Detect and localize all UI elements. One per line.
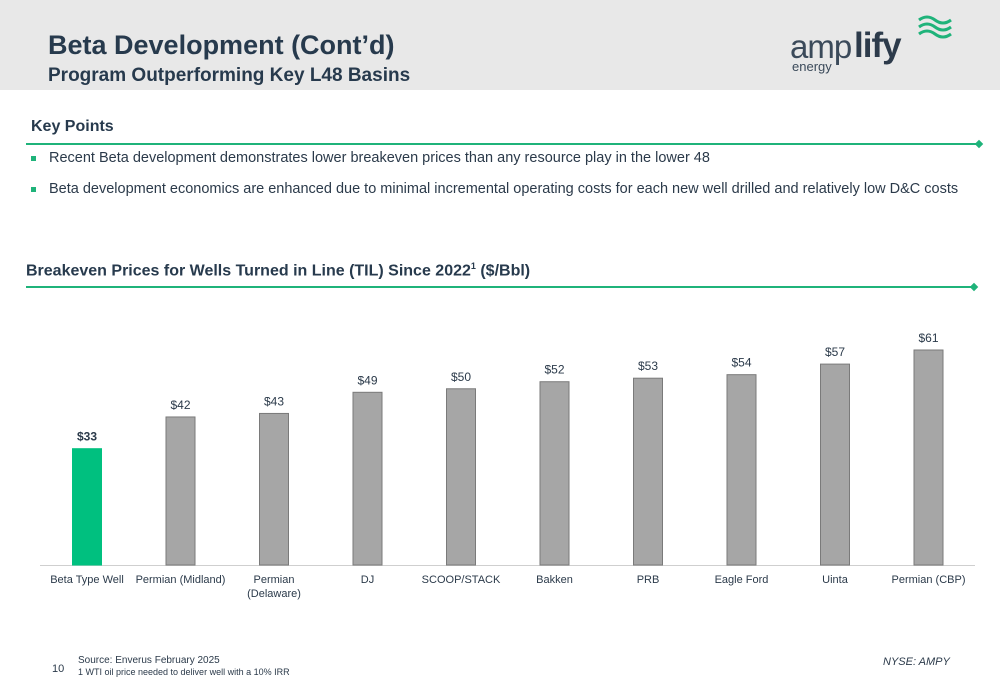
data-label: $43 xyxy=(264,394,284,408)
source-note: Source: Enverus February 2025 xyxy=(78,655,220,666)
bar xyxy=(820,363,850,566)
bar xyxy=(913,349,944,566)
chart-heading-footnote-mark: 1 xyxy=(470,261,476,271)
category-label: Permian (CBP) xyxy=(892,574,966,586)
bar xyxy=(726,374,757,566)
chart-heading-units: ($/Bbl) xyxy=(475,262,531,280)
data-label: $57 xyxy=(825,345,845,359)
header-band: Beta Development (Cont’d) Program Outper… xyxy=(0,0,1000,90)
bullet-text: Recent Beta development demonstrates low… xyxy=(49,150,710,166)
category-label: PRB xyxy=(637,574,660,586)
ticker-label: NYSE: AMPY xyxy=(883,656,950,668)
logo-text-am: amp xyxy=(790,28,852,65)
category-label: Bakken xyxy=(536,574,573,586)
page-subtitle: Program Outperforming Key L48 Basins xyxy=(48,65,411,86)
footnote: 1 WTI oil price needed to deliver well w… xyxy=(78,667,290,677)
chart-heading: Breakeven Prices for Wells Turned in Lin… xyxy=(26,261,530,280)
bar xyxy=(165,416,196,566)
logo-text-lify: lify xyxy=(854,26,902,65)
bar xyxy=(633,377,663,566)
data-label: $54 xyxy=(731,356,751,370)
bullet-text: Beta development economics are enhanced … xyxy=(49,181,959,197)
chart-heading-text: Breakeven Prices for Wells Turned in Lin… xyxy=(26,262,471,280)
data-label: $61 xyxy=(918,331,938,345)
list-item: Beta development economics are enhanced … xyxy=(31,181,976,198)
data-label: $49 xyxy=(357,373,377,387)
key-points-list: Recent Beta development demonstrates low… xyxy=(31,150,976,212)
category-label: Eagle Ford xyxy=(715,574,769,586)
bullet-marker xyxy=(31,156,36,161)
category-label: DJ xyxy=(361,574,374,586)
category-label: Permian (Delaware) xyxy=(247,574,301,600)
list-item: Recent Beta development demonstrates low… xyxy=(31,150,976,167)
data-label: $42 xyxy=(170,398,190,412)
logo-text-energy: energy xyxy=(792,59,832,74)
bar xyxy=(352,391,383,566)
bullet-marker xyxy=(31,187,36,192)
bar xyxy=(446,388,476,566)
page-title: Beta Development (Cont’d) xyxy=(48,30,395,60)
key-points-heading: Key Points xyxy=(31,118,114,135)
chart-divider xyxy=(26,286,974,288)
key-points-divider-end xyxy=(974,139,984,149)
key-points-divider xyxy=(26,143,979,145)
data-label: $33 xyxy=(77,430,97,444)
bar xyxy=(72,448,102,566)
amplify-energy-logo: amp lify energy xyxy=(790,14,960,74)
category-label: SCOOP/STACK xyxy=(422,574,501,586)
data-label: $52 xyxy=(544,363,564,377)
category-label: Permian (Midland) xyxy=(136,574,226,586)
bar xyxy=(539,381,570,566)
category-label: Beta Type Well xyxy=(50,574,124,586)
breakeven-bar-chart: $33 Beta Type Well $42 Permian (Midland) $43… xyxy=(40,331,975,600)
data-label: $50 xyxy=(451,370,471,384)
chart-divider-end xyxy=(969,282,979,292)
logo-waves-icon xyxy=(918,15,952,39)
bar xyxy=(259,412,289,566)
category-label: Uinta xyxy=(822,574,849,586)
data-label: $53 xyxy=(638,359,658,373)
page-number: 10 xyxy=(52,663,65,675)
